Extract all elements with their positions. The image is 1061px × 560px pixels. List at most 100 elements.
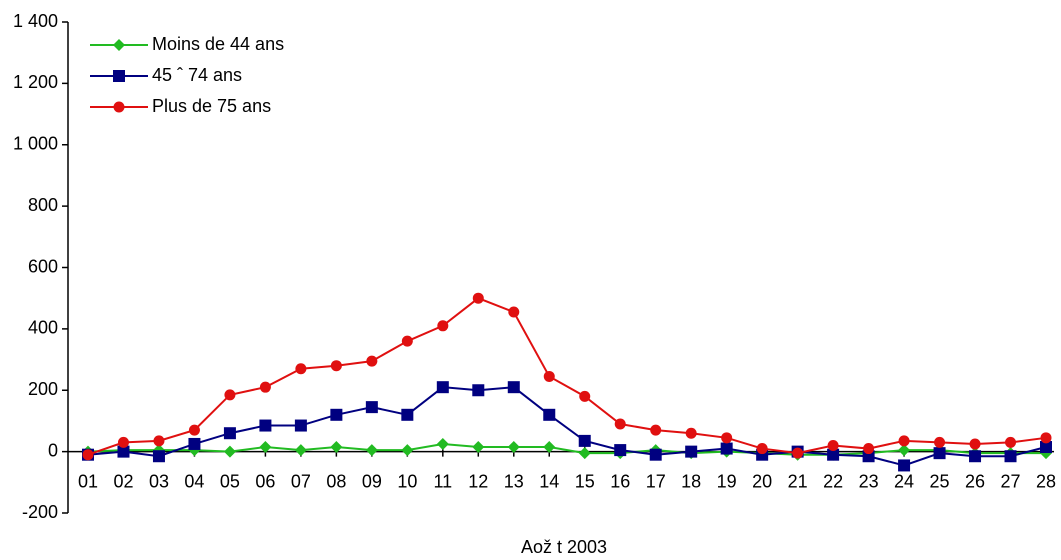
x-tick-label: 04 — [184, 471, 204, 491]
marker — [508, 306, 520, 318]
marker — [82, 449, 94, 461]
marker — [969, 438, 981, 450]
x-tick-label: 25 — [930, 471, 950, 491]
marker — [827, 448, 840, 461]
legend-label: 45 ˆ 74 ans — [152, 65, 242, 85]
marker — [827, 439, 839, 451]
marker — [366, 355, 378, 367]
marker — [117, 436, 129, 448]
legend-label: Plus de 75 ans — [152, 96, 271, 116]
marker — [685, 427, 697, 439]
marker — [721, 432, 733, 444]
x-axis-title: Aož t 2003 — [521, 537, 607, 557]
x-tick-label: 17 — [646, 471, 666, 491]
marker — [756, 443, 768, 455]
marker — [507, 441, 520, 454]
marker — [330, 360, 342, 372]
marker — [898, 444, 911, 457]
marker — [543, 370, 555, 382]
x-tick-label: 07 — [291, 471, 311, 491]
y-tick-label: 1 000 — [13, 134, 58, 154]
x-tick-label: 03 — [149, 471, 169, 491]
marker — [365, 444, 378, 457]
marker — [720, 442, 733, 455]
x-tick-label: 28 — [1036, 471, 1056, 491]
marker — [507, 381, 520, 394]
y-tick-label: -200 — [22, 502, 58, 522]
x-tick-label: 02 — [113, 471, 133, 491]
marker — [685, 445, 698, 458]
y-tick-label: 1 200 — [13, 72, 58, 92]
marker — [579, 390, 591, 402]
marker — [294, 444, 307, 457]
marker — [472, 292, 484, 304]
y-tick-label: 400 — [28, 318, 58, 338]
x-tick-label: 23 — [859, 471, 879, 491]
y-tick-label: 200 — [28, 379, 58, 399]
x-tick-label: 26 — [965, 471, 985, 491]
marker — [578, 434, 591, 447]
x-tick-label: 22 — [823, 471, 843, 491]
marker — [1005, 436, 1017, 448]
marker — [543, 441, 556, 454]
x-tick-label: 13 — [504, 471, 524, 491]
marker — [649, 448, 662, 461]
marker — [188, 437, 201, 450]
x-tick-label: 12 — [468, 471, 488, 491]
marker — [863, 443, 875, 455]
marker — [898, 459, 911, 472]
marker — [223, 445, 236, 458]
series-line — [87, 386, 1047, 467]
marker — [224, 389, 236, 401]
x-tick-label: 18 — [681, 471, 701, 491]
marker — [650, 424, 662, 436]
x-tick-label: 14 — [539, 471, 559, 491]
marker — [113, 101, 125, 113]
marker — [401, 444, 414, 457]
marker — [436, 437, 449, 450]
marker — [436, 381, 449, 394]
marker — [792, 447, 804, 459]
marker — [969, 450, 982, 463]
marker — [330, 441, 343, 454]
marker — [1040, 432, 1052, 444]
marker — [472, 384, 485, 397]
marker — [365, 401, 378, 414]
y-tick-label: 0 — [48, 440, 58, 460]
x-tick-label: 21 — [788, 471, 808, 491]
x-tick-label: 20 — [752, 471, 772, 491]
x-tick-label: 06 — [255, 471, 275, 491]
marker — [259, 419, 272, 432]
x-tick-label: 19 — [717, 471, 737, 491]
legend-label: Moins de 44 ans — [152, 34, 284, 54]
marker — [1040, 441, 1052, 454]
marker — [223, 427, 236, 440]
marker — [543, 408, 556, 421]
marker — [294, 419, 307, 432]
y-tick-label: 800 — [28, 195, 58, 215]
marker — [472, 441, 485, 454]
marker — [259, 441, 272, 454]
marker — [117, 445, 130, 458]
marker — [898, 435, 910, 447]
marker — [153, 435, 165, 447]
marker — [259, 381, 271, 393]
x-tick-label: 16 — [610, 471, 630, 491]
x-tick-label: 15 — [575, 471, 595, 491]
marker — [933, 447, 946, 460]
x-tick-label: 01 — [78, 471, 98, 491]
x-tick-label: 09 — [362, 471, 382, 491]
marker — [437, 320, 449, 332]
marker — [934, 436, 946, 448]
marker — [614, 444, 627, 457]
x-tick-label: 24 — [894, 471, 914, 491]
x-tick-label: 05 — [220, 471, 240, 491]
marker — [401, 335, 413, 347]
marker — [578, 447, 591, 460]
marker — [188, 424, 200, 436]
marker — [295, 363, 307, 375]
x-tick-label: 27 — [1001, 471, 1021, 491]
x-tick-label: 11 — [433, 471, 452, 491]
series-line — [87, 297, 1047, 456]
